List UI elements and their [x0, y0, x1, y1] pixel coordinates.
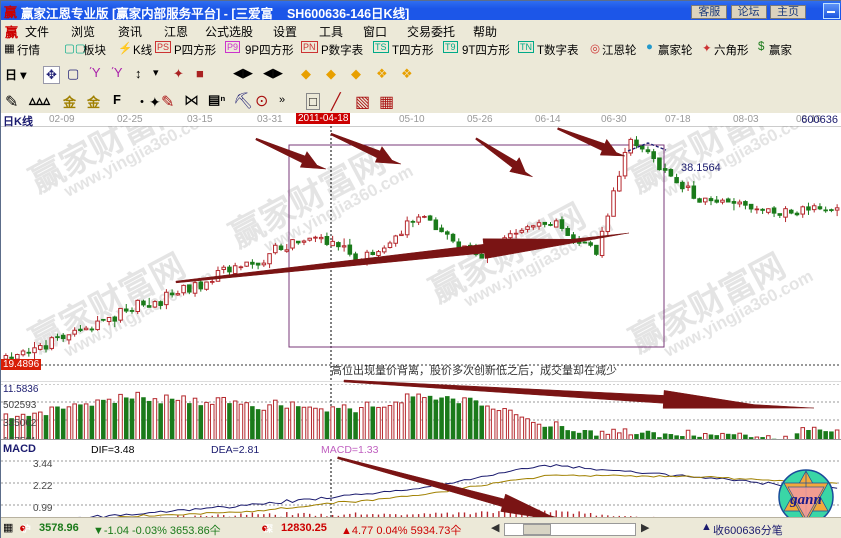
svg-text:gann: gann [789, 492, 822, 508]
